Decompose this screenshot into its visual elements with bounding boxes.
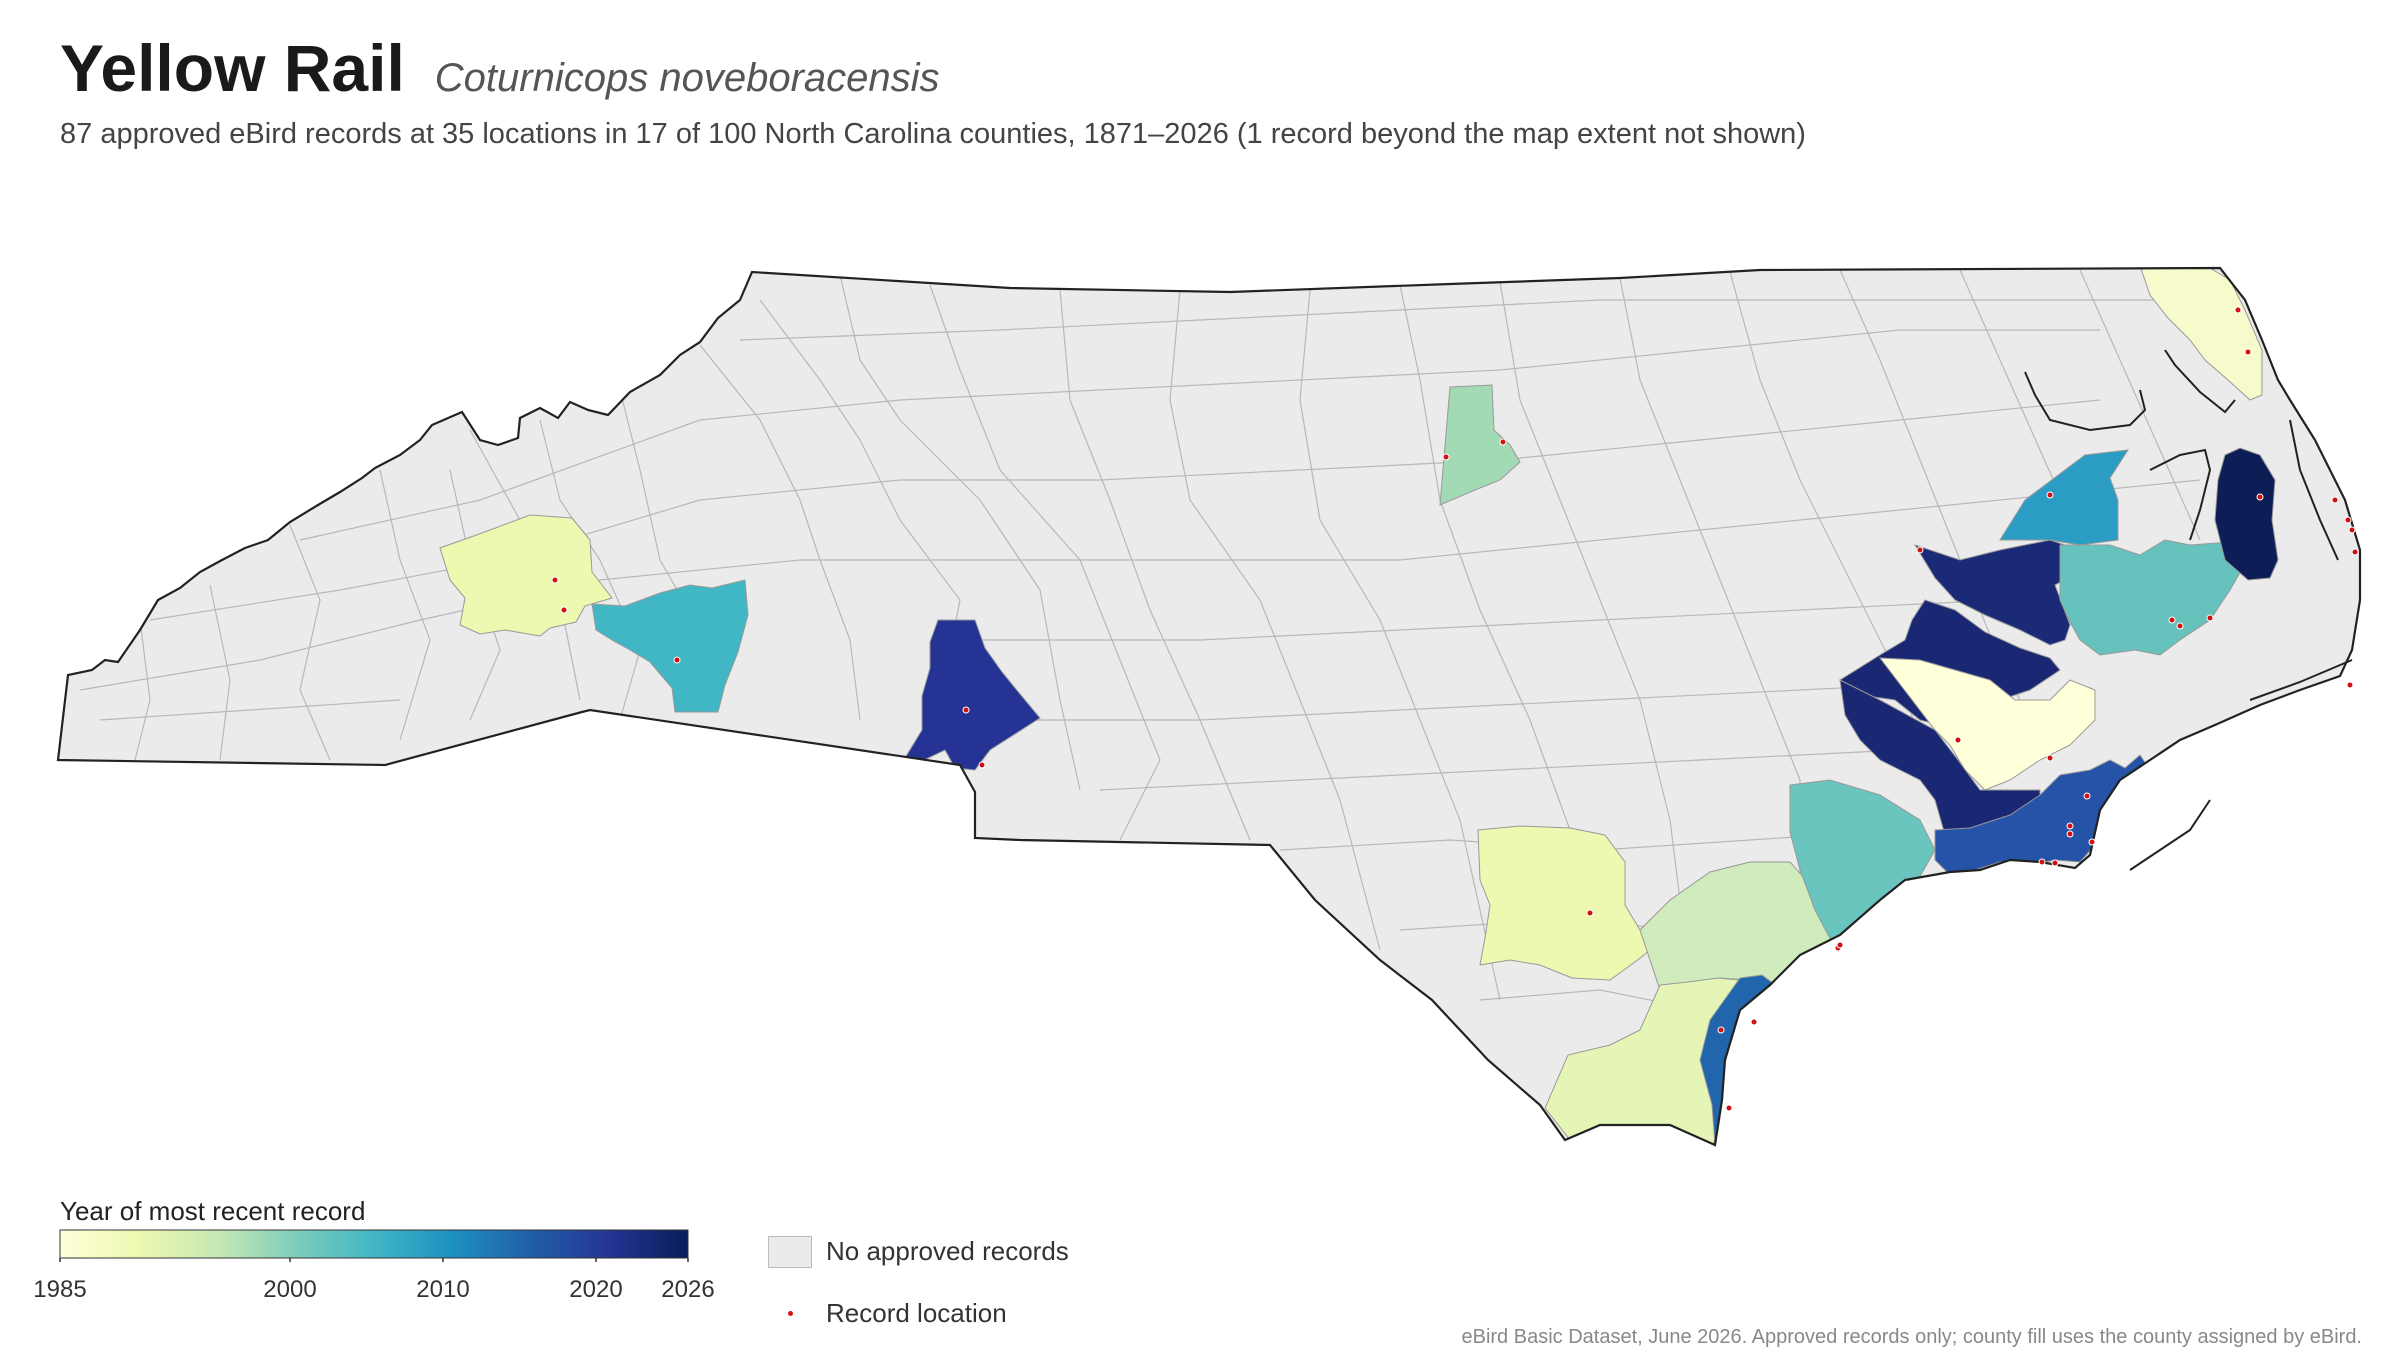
source-note: eBird Basic Dataset, June 2026. Approved… xyxy=(1461,1326,2362,1348)
record-dot xyxy=(2046,754,2054,762)
county-fill xyxy=(591,579,749,713)
county-fill xyxy=(439,514,613,637)
record-dot xyxy=(551,576,559,584)
map-subtitle: 87 approved eBird records at 35 location… xyxy=(60,118,1806,150)
record-dot xyxy=(2168,616,2176,624)
colored-counties xyxy=(439,268,2279,1145)
record-dots xyxy=(551,306,2359,1112)
record-location-label: Record location xyxy=(826,1298,1007,1328)
record-dot xyxy=(2331,496,2339,504)
record-dot xyxy=(1442,453,1450,461)
record-dot xyxy=(2066,822,2074,830)
colorbar xyxy=(59,1229,689,1262)
record-dot xyxy=(1725,1104,1733,1112)
county-fill xyxy=(1878,657,2096,791)
county-fill xyxy=(1999,449,2129,546)
no-records-swatch xyxy=(768,1236,812,1268)
record-dot xyxy=(2176,622,2184,630)
coastline-details xyxy=(2024,349,2353,871)
record-dot xyxy=(978,761,986,769)
county-fill xyxy=(1477,825,1651,981)
record-dot xyxy=(1717,1026,1725,1034)
record-dot xyxy=(673,656,681,664)
record-dot xyxy=(1954,736,1962,744)
colorbar-ticks xyxy=(59,1258,689,1262)
record-dot xyxy=(1499,438,1507,446)
scientific-name: Coturnicops noveboracensis xyxy=(434,56,940,100)
record-dot xyxy=(1586,909,1594,917)
record-dot xyxy=(2038,858,2046,866)
record-dot xyxy=(1750,1018,1758,1026)
record-dot xyxy=(2351,548,2359,556)
county-fill xyxy=(1439,384,1521,506)
no-records-label: No approved records xyxy=(826,1236,1069,1266)
record-dot xyxy=(2088,838,2096,846)
record-dot xyxy=(2066,830,2074,838)
colorbar-title: Year of most recent record xyxy=(60,1196,366,1226)
county-fill xyxy=(2214,447,2279,581)
record-dot xyxy=(2348,526,2356,534)
record-dot xyxy=(2046,491,2054,499)
record-dot xyxy=(1916,546,1924,554)
record-dot xyxy=(560,606,568,614)
map-title: Yellow Rail xyxy=(60,31,405,105)
colorbar-tick-label: 2026 xyxy=(661,1276,715,1303)
record-dot xyxy=(1836,941,1844,949)
record-dot xyxy=(2244,348,2252,356)
record-dot xyxy=(2051,859,2059,867)
record-dot xyxy=(2346,681,2354,689)
title-row: Yellow Rail Coturnicops noveboracensis xyxy=(60,30,940,106)
record-dot xyxy=(2206,614,2214,622)
record-location-dot xyxy=(788,1311,793,1316)
record-dot xyxy=(2256,493,2264,501)
colorbar-tick-label: 2010 xyxy=(416,1276,470,1303)
colorbar-tick-label: 2020 xyxy=(569,1276,623,1303)
record-dot xyxy=(2344,516,2352,524)
colorbar-tick-label: 1985 xyxy=(33,1276,87,1303)
record-dot xyxy=(2234,306,2242,314)
colorbar-tick-label: 2000 xyxy=(263,1276,317,1303)
county-fill xyxy=(1913,539,2081,646)
state-outline xyxy=(56,266,2362,1147)
record-dot xyxy=(2083,792,2091,800)
record-dot xyxy=(962,706,970,714)
